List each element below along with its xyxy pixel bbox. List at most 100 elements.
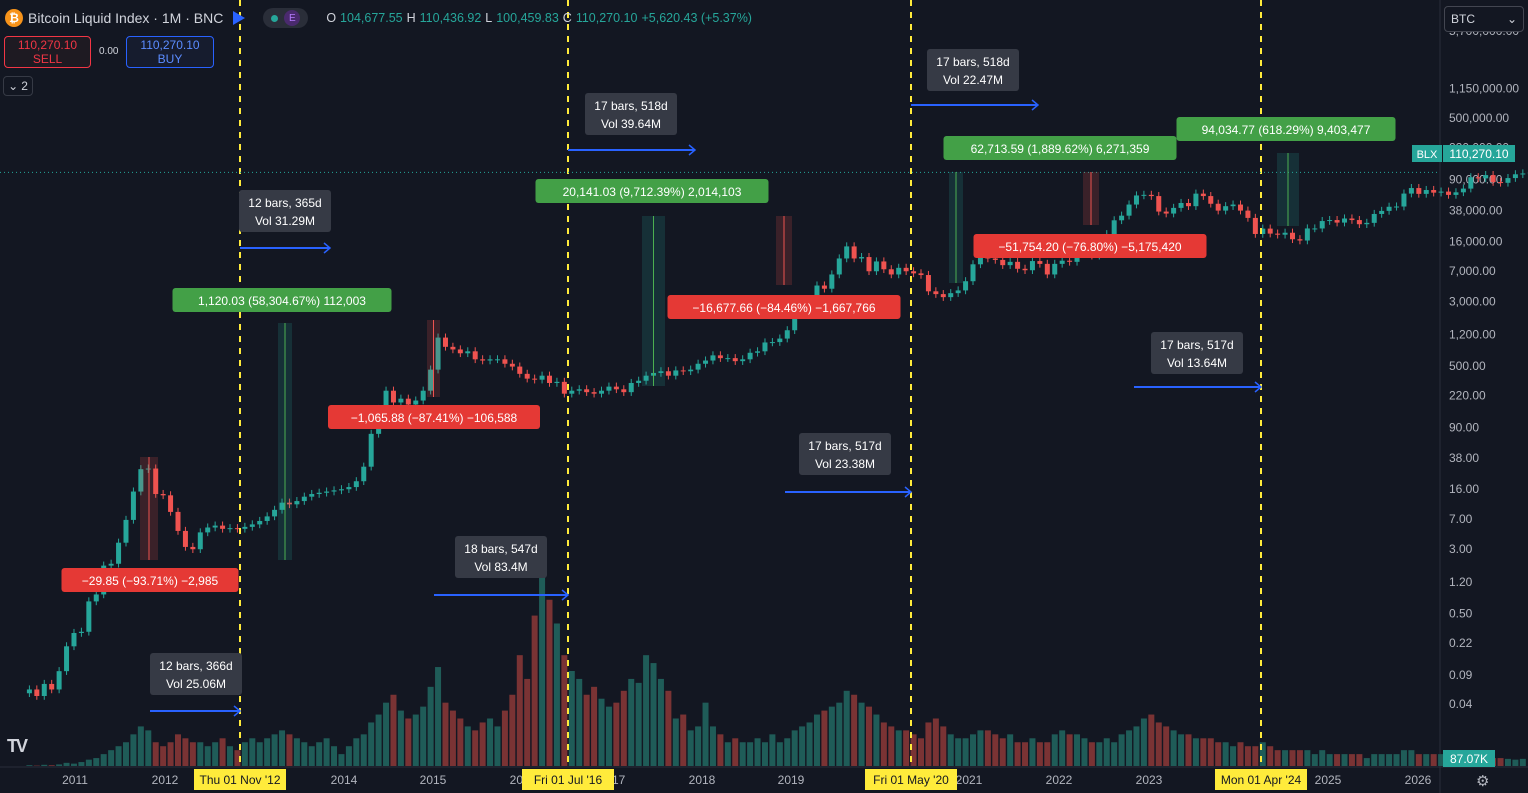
volume-bar bbox=[709, 726, 716, 766]
candle-body bbox=[703, 360, 709, 364]
candle bbox=[1200, 189, 1206, 200]
candle-body bbox=[1119, 215, 1125, 221]
candle bbox=[784, 326, 790, 343]
time-highlight-bg bbox=[1215, 769, 1307, 790]
buy-button[interactable]: 110,270.10 BUY bbox=[126, 36, 214, 68]
volume-bar bbox=[962, 738, 969, 766]
volume-bar bbox=[650, 663, 657, 766]
candle bbox=[116, 538, 122, 568]
indicator-count: 2 bbox=[21, 79, 28, 93]
volume-bar bbox=[1036, 742, 1043, 766]
volume-bar bbox=[999, 738, 1006, 766]
measure-label: −51,754.20 (−76.80%) −5,175,420 bbox=[998, 240, 1181, 254]
candle bbox=[1223, 202, 1229, 215]
price-tick-label: 7.00 bbox=[1449, 512, 1473, 526]
candle bbox=[1475, 173, 1481, 183]
symbol-title[interactable]: Bitcoin Liquid Index · 1M · BNC bbox=[28, 10, 224, 26]
candle-body bbox=[561, 381, 567, 394]
candle bbox=[257, 516, 263, 529]
candle bbox=[591, 388, 597, 398]
candle-body bbox=[584, 389, 590, 393]
candle-body bbox=[509, 363, 515, 367]
candle-body bbox=[517, 366, 523, 374]
status-pill[interactable]: E bbox=[263, 8, 309, 28]
flag-icon[interactable] bbox=[233, 11, 246, 25]
volume-bar bbox=[806, 722, 813, 766]
measure-label: 1,120.03 (58,304.67%) 112,003 bbox=[198, 294, 366, 308]
high-value: 110,436.92 bbox=[419, 11, 482, 25]
time-tick-label: 2026 bbox=[1405, 773, 1432, 787]
range-label-bars: 17 bars, 518d bbox=[936, 55, 1009, 69]
candle bbox=[1371, 209, 1377, 227]
volume-bar bbox=[227, 746, 234, 766]
volume-tag: 87.07K bbox=[1450, 752, 1488, 766]
volume-bar bbox=[1341, 754, 1348, 766]
candle bbox=[933, 287, 939, 298]
sell-button[interactable]: 110,270.10 SELL bbox=[4, 36, 91, 68]
candle-body bbox=[1379, 210, 1385, 214]
volume-bar bbox=[1163, 726, 1170, 766]
candle bbox=[1044, 259, 1050, 279]
candle bbox=[613, 382, 619, 394]
candle-body bbox=[680, 370, 686, 372]
candle bbox=[1267, 224, 1273, 238]
candle-body bbox=[1401, 193, 1407, 207]
candle-body bbox=[190, 546, 196, 550]
volume-bar bbox=[1074, 734, 1081, 766]
candle bbox=[1438, 187, 1444, 197]
candle bbox=[1304, 224, 1310, 245]
candle-body bbox=[309, 494, 315, 497]
time-highlight-bg bbox=[194, 769, 286, 790]
candle-body bbox=[130, 491, 136, 520]
time-tick-label: 2014 bbox=[331, 773, 358, 787]
volume-bar bbox=[717, 734, 724, 766]
candle-body bbox=[621, 389, 627, 393]
candle-body bbox=[494, 359, 500, 361]
measure-label: 94,034.77 (618.29%) 9,403,477 bbox=[1202, 123, 1371, 137]
candle-body bbox=[220, 525, 226, 529]
volume-bar bbox=[687, 730, 694, 766]
settings-gear-icon[interactable]: ⚙ bbox=[1476, 773, 1490, 790]
measure-label: −1,065.88 (−87.41%) −106,588 bbox=[351, 411, 518, 425]
measure-label-bg bbox=[667, 295, 901, 319]
candle bbox=[220, 521, 226, 533]
price-tick-label: 90.00 bbox=[1449, 420, 1479, 434]
range-label-bg bbox=[455, 536, 547, 578]
candle-body bbox=[64, 646, 70, 672]
measure-label: 62,713.59 (1,889.62%) 6,271,359 bbox=[971, 142, 1150, 156]
candle bbox=[658, 367, 664, 377]
chevron-down-icon: ⌄ bbox=[1506, 12, 1517, 26]
candle-body bbox=[836, 258, 842, 275]
candle-body bbox=[116, 542, 122, 564]
candle bbox=[279, 498, 285, 514]
candle bbox=[472, 347, 478, 364]
candle-body bbox=[435, 337, 441, 370]
candle bbox=[970, 260, 976, 285]
candle-body bbox=[695, 363, 701, 370]
volume-bar bbox=[1140, 718, 1147, 766]
candle bbox=[353, 477, 359, 491]
candle-body bbox=[71, 632, 77, 647]
range-label-vol: Vol 31.29M bbox=[255, 214, 315, 228]
candle-body bbox=[1193, 193, 1199, 207]
volume-bar bbox=[553, 623, 560, 766]
candle bbox=[955, 286, 961, 297]
volume-bar bbox=[212, 742, 219, 766]
price-tick-label: 0.50 bbox=[1449, 606, 1473, 620]
candle bbox=[680, 366, 686, 376]
range-label-vol: Vol 25.06M bbox=[166, 677, 226, 691]
volume-bar bbox=[472, 730, 479, 766]
candle bbox=[1282, 228, 1288, 239]
candle bbox=[1401, 189, 1407, 211]
candle-body bbox=[933, 291, 939, 295]
candle-body bbox=[955, 290, 961, 294]
symbol-select[interactable]: BTC ⌄ bbox=[1444, 6, 1524, 32]
candle-body bbox=[405, 398, 411, 405]
volume-bar bbox=[1148, 714, 1155, 766]
measure-label: −16,677.66 (−84.46%) −1,667,766 bbox=[692, 301, 875, 315]
indicators-collapse-button[interactable]: ⌄ 2 bbox=[3, 76, 33, 96]
candle bbox=[918, 269, 924, 279]
candle-body bbox=[175, 511, 181, 531]
candle bbox=[881, 257, 887, 274]
